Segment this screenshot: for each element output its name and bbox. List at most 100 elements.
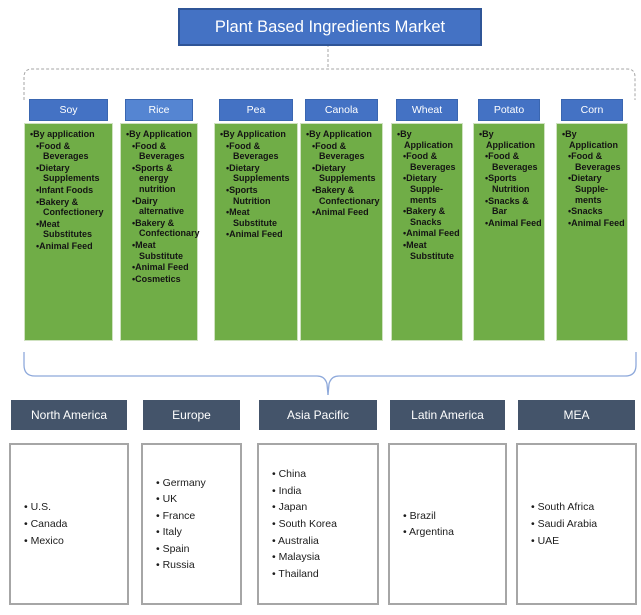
list-item: Bakery & Snacks — [403, 206, 460, 227]
country-list: China India Japan South Korea Australia … — [272, 464, 377, 584]
list-item: Snacks & Bar — [485, 196, 542, 217]
segment-body-wheat: By Application Food & Beverages Dietary … — [391, 123, 463, 341]
application-list: By Application Food & Beverages Dietary … — [306, 129, 380, 218]
list-item: Bakery & Confectionery — [36, 197, 110, 218]
region-header: Latin America — [390, 400, 505, 430]
region-label: Latin America — [411, 408, 484, 422]
segment-body-soy: By application Food & Beverages Dietary … — [24, 123, 113, 341]
region-header: Europe — [143, 400, 240, 430]
region-countries-box: China India Japan South Korea Australia … — [257, 443, 379, 605]
list-item: Food & Beverages — [403, 151, 460, 172]
segment-column-canola: Canola By Application Food & Beverages D… — [300, 99, 383, 341]
list-item: Snacks — [568, 206, 625, 217]
list-item: Food & Beverages — [568, 151, 625, 172]
segment-column-wheat: Wheat By Application Food & Beverages Di… — [391, 99, 463, 341]
country-item: France — [156, 510, 240, 522]
region-countries-box: Germany UK France Italy Spain Russia — [141, 443, 242, 605]
segment-header-wheat: Wheat — [396, 99, 458, 121]
region-header: MEA — [518, 400, 635, 430]
country-item: Russia — [156, 559, 240, 571]
country-item: UK — [156, 493, 240, 505]
list-item: Dietary Supplements — [226, 163, 295, 184]
list-item: Dairy alternative — [132, 196, 195, 217]
region-label: MEA — [563, 408, 590, 422]
country-item: South Africa — [531, 501, 635, 513]
list-heading: By Application — [397, 129, 460, 150]
region-countries-box: South Africa Saudi Arabia UAE — [516, 443, 637, 605]
region-countries-box: Brazil Argentina — [388, 443, 507, 605]
country-item: Argentina — [403, 526, 505, 538]
segment-body-potato: By Application Food & Beverages Sports N… — [473, 123, 545, 341]
country-item: South Korea — [272, 518, 377, 530]
segment-header-rice: Rice — [125, 99, 193, 121]
list-item: Dietary Supple-ments — [568, 173, 625, 205]
application-list: By Application Food & Beverages Dietary … — [562, 129, 625, 228]
list-item: Animal Feed — [132, 262, 195, 273]
segment-label: Wheat — [411, 104, 443, 116]
country-item: Canada — [24, 518, 127, 530]
segment-header-soy: Soy — [29, 99, 108, 121]
application-list: By Application Food & Beverages Dietary … — [397, 129, 460, 261]
segment-header-pea: Pea — [219, 99, 293, 121]
segment-column-potato: Potato By Application Food & Beverages S… — [473, 99, 545, 341]
region-countries-box: U.S. Canada Mexico — [9, 443, 129, 605]
list-item: Food & Beverages — [36, 141, 110, 162]
list-item: Animal Feed — [568, 218, 625, 229]
country-item: China — [272, 468, 377, 480]
list-item: Cosmetics — [132, 274, 195, 285]
list-heading: By Application — [562, 129, 625, 150]
country-item: Saudi Arabia — [531, 518, 635, 530]
list-item: Meat Substitute — [226, 207, 295, 228]
list-item: Animal Feed — [485, 218, 542, 229]
list-item: Animal Feed — [226, 229, 295, 240]
segment-body-pea: By Application Food & Beverages Dietary … — [214, 123, 298, 341]
list-item: Dietary Supplements — [312, 163, 380, 184]
country-list: Brazil Argentina — [403, 505, 505, 543]
segment-column-corn: Corn By Application Food & Beverages Die… — [556, 99, 628, 341]
list-item: Bakery & Confectionary — [132, 218, 199, 239]
country-item: Germany — [156, 477, 240, 489]
country-item: Malaysia — [272, 551, 377, 563]
segment-label: Rice — [148, 104, 170, 116]
segment-header-potato: Potato — [478, 99, 540, 121]
segment-label: Canola — [324, 104, 359, 116]
list-item: Food & Beverages — [485, 151, 542, 172]
list-heading: By Application — [126, 129, 195, 140]
segment-body-rice: By Application Food & Beverages Sports &… — [120, 123, 200, 341]
diagram-title-label: Plant Based Ingredients Market — [214, 17, 446, 36]
list-heading: By Application — [220, 129, 295, 140]
segment-label: Pea — [246, 104, 266, 116]
segment-header-corn: Corn — [561, 99, 623, 121]
country-item: Mexico — [24, 535, 127, 547]
list-heading: By Application — [306, 129, 380, 140]
country-item: Thailand — [272, 568, 377, 580]
application-list: By Application Food & Beverages Sports N… — [479, 129, 542, 228]
list-item: Animal Feed — [403, 228, 460, 239]
country-item: India — [272, 485, 377, 497]
list-item: Food & Beverages — [312, 141, 380, 162]
segment-label: Corn — [580, 104, 604, 116]
segment-column-rice: Rice By Application Food & Beverages Spo… — [120, 99, 200, 341]
list-item: Animal Feed — [36, 241, 110, 252]
list-item: Infant Foods — [36, 185, 110, 196]
country-item: UAE — [531, 535, 635, 547]
region-column-asia-pacific: Asia Pacific China India Japan South Kor… — [257, 400, 379, 605]
segment-body-canola: By Application Food & Beverages Dietary … — [300, 123, 383, 341]
region-header: North America — [11, 400, 127, 430]
region-label: Europe — [172, 408, 211, 422]
list-item: Food & Beverages — [226, 141, 295, 162]
list-heading: By application — [30, 129, 110, 140]
country-item: Spain — [156, 543, 240, 555]
list-item: Animal Feed — [312, 207, 380, 218]
application-list: By Application Food & Beverages Sports &… — [126, 129, 199, 285]
list-heading: By Application — [479, 129, 542, 150]
segment-body-corn: By Application Food & Beverages Dietary … — [556, 123, 628, 341]
country-list: Germany UK France Italy Spain Russia — [156, 472, 240, 576]
region-column-north-america: North America U.S. Canada Mexico — [9, 400, 129, 605]
application-list: By Application Food & Beverages Dietary … — [220, 129, 295, 240]
region-column-mea: MEA South Africa Saudi Arabia UAE — [516, 400, 637, 605]
list-item: Meat Substitutes — [36, 219, 110, 240]
segment-column-pea: Pea By Application Food & Beverages Diet… — [214, 99, 298, 341]
